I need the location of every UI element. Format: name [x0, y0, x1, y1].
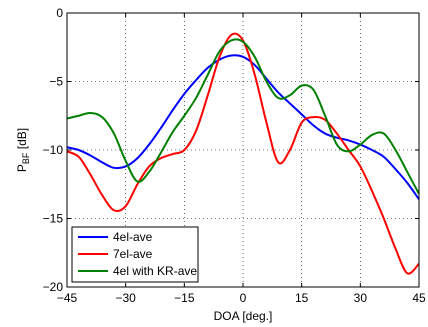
y-tick-label: −5	[49, 75, 63, 89]
series-line-4el-with-kr-ave	[66, 38, 420, 195]
y-axis-label-subscript: BF	[21, 152, 31, 164]
series-lines	[66, 32, 420, 275]
y-axis-label-unit: [dB]	[15, 128, 29, 153]
x-tick-label: 30	[354, 291, 368, 305]
y-tick-label: −20	[43, 280, 64, 294]
legend: 4el-ave 7el-ave 4el with KR-ave	[71, 226, 199, 283]
y-axis-label-main: P	[15, 164, 29, 172]
x-tick-label: 0	[240, 291, 247, 305]
legend-label-4el-with-kr-ave: 4el with KR-ave	[113, 264, 197, 278]
series-line-7el-ave	[66, 32, 420, 275]
y-tick-label: −15	[43, 212, 64, 226]
x-tick-label: 15	[295, 291, 309, 305]
x-tick-label: −30	[115, 291, 136, 305]
x-tick-label: −45	[57, 291, 78, 305]
x-axis-label: DOA [deg.]	[214, 309, 273, 323]
y-axis-label: PBF [dB]	[15, 128, 31, 172]
x-tick-label: 45	[412, 291, 426, 305]
y-tick-label: −10	[43, 143, 64, 157]
x-tick-label: −15	[174, 291, 195, 305]
axis-ticks: −45 −30 −15 0 15 30 45 0 −5 −10 −15 −20	[43, 6, 426, 305]
legend-label-7el-ave: 7el-ave	[113, 247, 153, 261]
y-tick-label: 0	[56, 6, 63, 20]
legend-label-4el-ave: 4el-ave	[113, 230, 153, 244]
